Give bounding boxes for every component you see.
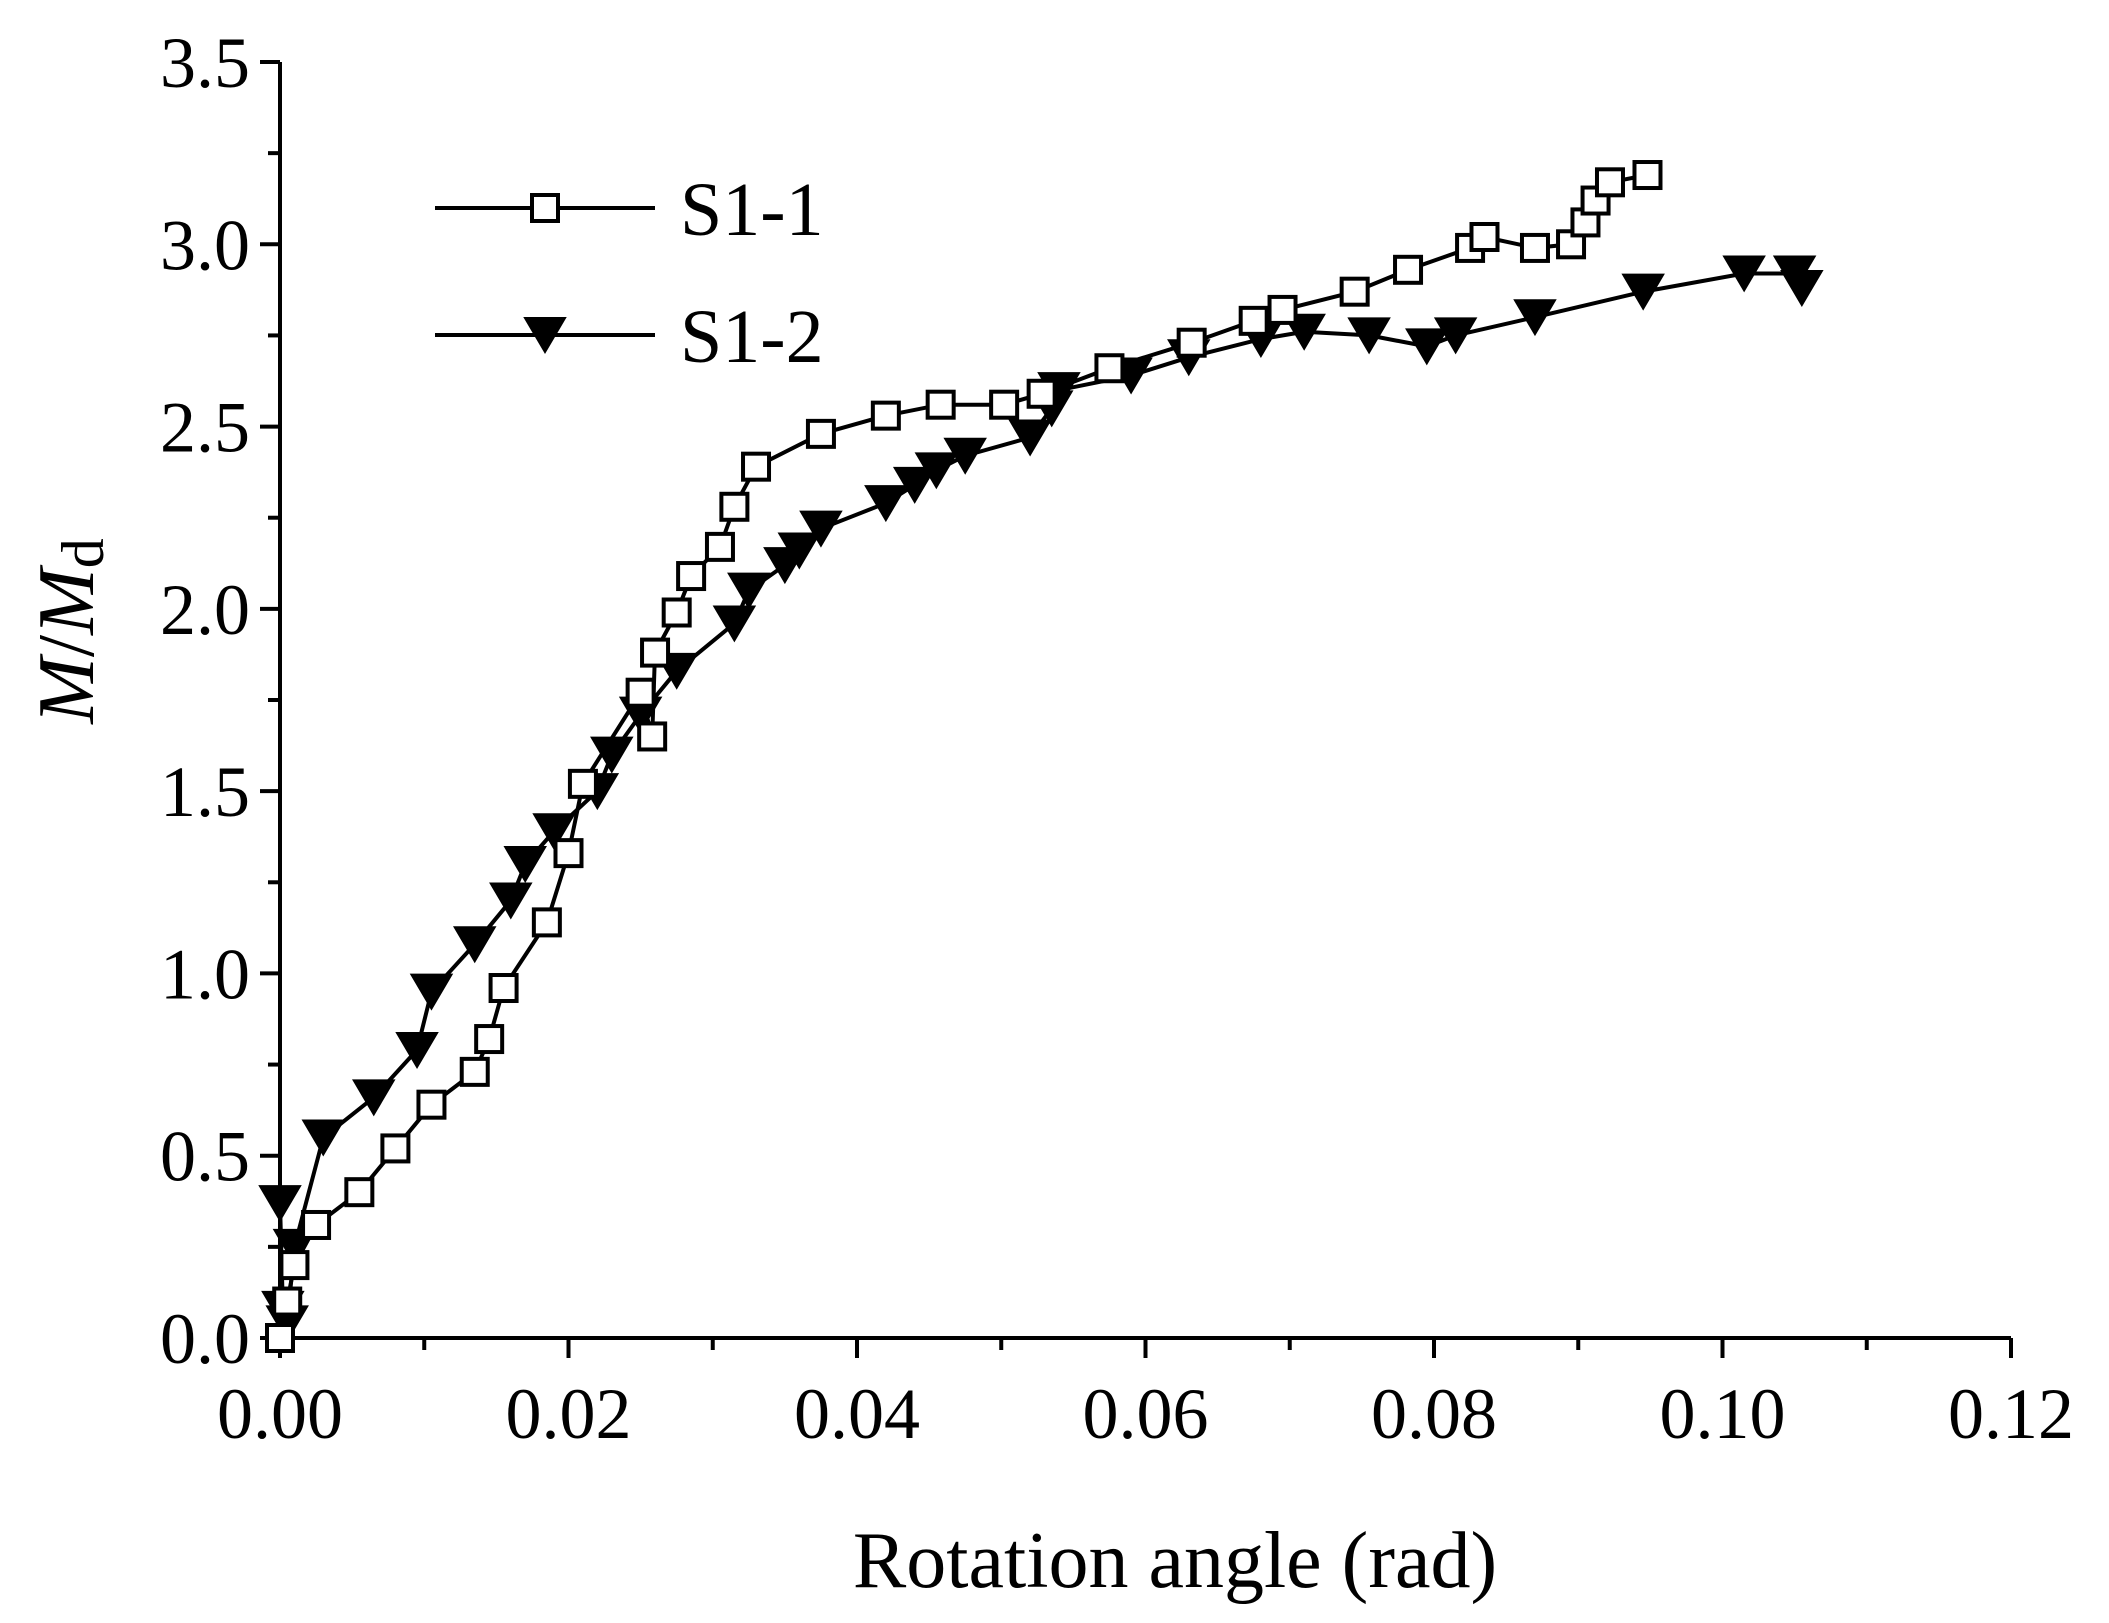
data-point-square: [925, 389, 956, 420]
data-point-triangle: [914, 452, 959, 490]
data-point-square: [989, 389, 1020, 420]
x-tick-label: 0.04: [794, 1374, 920, 1454]
data-point-square: [1026, 378, 1057, 409]
data-point-square: [640, 637, 671, 668]
data-point-triangle: [301, 1119, 346, 1157]
legend-item-s1-1: S1-1: [435, 168, 824, 252]
data-point-square: [1339, 276, 1370, 307]
data-point-triangle: [523, 317, 567, 354]
x-tick-label: 0.08: [1371, 1374, 1497, 1454]
data-point-triangle: [1780, 270, 1824, 308]
data-point-square: [1094, 353, 1125, 384]
series-s1-2: [258, 255, 1824, 1343]
data-point-triangle: [712, 605, 757, 643]
y-axis-title-sub: d: [50, 538, 116, 568]
data-point-triangle: [590, 736, 634, 774]
data-point-square: [719, 491, 750, 522]
axis-ticks: [260, 60, 2013, 1358]
y-tick-label: 0.5: [160, 1117, 250, 1197]
data-point-square: [530, 193, 560, 223]
data-point-triangle: [352, 1079, 396, 1117]
tick-labels: 0.00 0.02 0.04 0.06 0.08 0.10 0.12 0.0 0.5 1.0 1.5…: [160, 23, 2074, 1454]
data-point-square: [474, 1024, 505, 1055]
data-point-square: [1594, 167, 1625, 198]
data-point-square: [380, 1133, 411, 1164]
legend-label: S1-1: [680, 168, 824, 252]
x-tick-label: 0.06: [1083, 1374, 1209, 1454]
data-point-square: [1238, 305, 1269, 336]
legend-label: S1-2: [680, 295, 824, 379]
y-axis-title: M/Md: [23, 538, 116, 725]
data-point-triangle: [1513, 299, 1557, 337]
series-layer: [258, 160, 1824, 1353]
data-point-square: [637, 721, 668, 752]
data-point-triangle: [727, 572, 771, 610]
data-point-square: [661, 597, 692, 628]
series-s1-1: [265, 160, 1663, 1353]
data-point-square: [531, 907, 562, 938]
data-point-triangle: [1405, 328, 1449, 366]
data-point-square: [459, 1056, 490, 1087]
data-point-square: [553, 838, 584, 869]
data-point-square: [805, 418, 836, 449]
data-point-square: [741, 451, 772, 482]
data-point-square: [704, 531, 735, 562]
data-point-triangle: [395, 1031, 439, 1069]
data-point-square: [488, 973, 519, 1004]
data-point-triangle: [258, 1185, 302, 1223]
x-axis-title: Rotation angle (rad): [853, 1517, 1497, 1605]
y-tick-label: 0.0: [160, 1299, 250, 1379]
data-point-square: [1267, 294, 1298, 325]
data-point-triangle: [892, 466, 937, 504]
legend-item-s1-2: S1-2: [435, 295, 824, 379]
data-point-square: [676, 561, 707, 592]
data-point-triangle: [409, 973, 454, 1011]
data-point-square: [1519, 232, 1550, 263]
data-point-square: [870, 400, 901, 431]
data-point-triangle: [1008, 419, 1052, 457]
y-axis-title-sep: /: [23, 634, 111, 657]
data-point-square: [1393, 254, 1424, 285]
data-point-triangle: [777, 532, 822, 570]
data-point-square: [279, 1250, 310, 1281]
data-point-triangle: [532, 813, 576, 851]
data-point-triangle: [1722, 255, 1766, 293]
y-tick-label: 3.5: [160, 23, 250, 103]
x-tick-label: 0.02: [506, 1374, 632, 1454]
y-axis-title-m1: M: [23, 653, 111, 725]
data-point-square: [567, 768, 598, 799]
y-tick-label: 2.0: [160, 570, 250, 650]
data-point-square: [301, 1209, 332, 1240]
legend: S1-1 S1-2: [435, 168, 824, 379]
x-tick-label: 0.10: [1660, 1374, 1786, 1454]
data-point-triangle: [864, 485, 908, 523]
y-tick-label: 1.5: [160, 752, 250, 832]
series-line-s1-1: [278, 173, 1648, 1339]
axes-frame: [278, 62, 2011, 1340]
y-tick-label: 1.0: [160, 934, 250, 1014]
data-point-square: [625, 677, 656, 708]
data-point-square: [1632, 160, 1663, 191]
data-point-triangle: [503, 846, 547, 884]
data-point-triangle: [799, 510, 843, 548]
data-point-triangle: [1621, 273, 1665, 311]
data-point-triangle: [1347, 317, 1391, 355]
data-point-triangle: [1433, 317, 1478, 355]
data-point-square: [1176, 327, 1207, 358]
data-point-square: [265, 1323, 295, 1353]
y-tick-label: 2.5: [160, 388, 250, 468]
data-point-triangle: [943, 437, 987, 475]
x-tick-label: 0.12: [1948, 1374, 2074, 1454]
data-point-square: [416, 1089, 447, 1120]
x-tick-label: 0.00: [217, 1374, 343, 1454]
data-point-square: [1469, 221, 1500, 252]
y-tick-label: 3.0: [160, 205, 250, 285]
data-point-square: [272, 1286, 303, 1317]
data-point-triangle: [452, 926, 497, 964]
data-point-triangle: [489, 882, 533, 920]
y-axis-title-m2: M: [23, 564, 111, 636]
data-point-square: [344, 1177, 375, 1208]
